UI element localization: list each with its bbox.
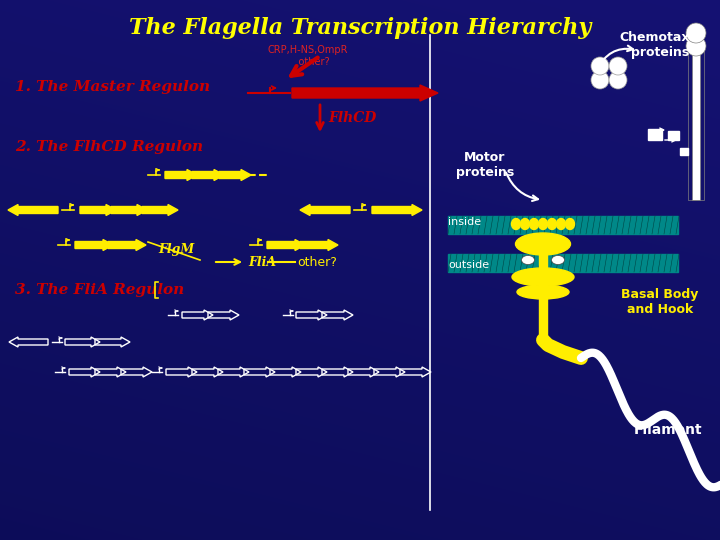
Bar (539, 248, 547, 340)
Ellipse shape (521, 255, 534, 265)
Text: Basal Body
and Hook: Basal Body and Hook (621, 288, 698, 316)
Text: CRP,H-NS,OmpR
    other?: CRP,H-NS,OmpR other? (268, 45, 348, 67)
Text: FliA: FliA (248, 255, 276, 268)
FancyArrow shape (219, 170, 251, 180)
Text: The Flagella Transcription Hierarchy: The Flagella Transcription Hierarchy (129, 17, 591, 39)
FancyArrow shape (292, 85, 438, 101)
Ellipse shape (511, 219, 521, 230)
FancyArrow shape (300, 240, 338, 251)
Text: Motor
proteins: Motor proteins (456, 151, 514, 179)
Text: Chemotaxis
proteins: Chemotaxis proteins (619, 31, 701, 59)
Bar (448, 216, 678, 234)
Ellipse shape (557, 219, 565, 230)
Bar (448, 254, 678, 272)
Text: 2. The FlhCD Regulon: 2. The FlhCD Regulon (15, 140, 203, 154)
Ellipse shape (529, 219, 539, 230)
Ellipse shape (521, 219, 529, 230)
Circle shape (686, 23, 706, 43)
Ellipse shape (552, 255, 564, 265)
Ellipse shape (512, 268, 574, 286)
Circle shape (609, 71, 627, 89)
Ellipse shape (517, 285, 569, 299)
FancyArrow shape (267, 240, 305, 251)
Bar (668, 131, 679, 140)
Text: inside: inside (448, 217, 481, 227)
Ellipse shape (516, 233, 570, 255)
Bar (692, 50, 700, 200)
Text: outside: outside (448, 260, 489, 270)
Bar (680, 148, 688, 155)
Circle shape (609, 57, 627, 75)
Text: Filament: Filament (634, 423, 702, 437)
FancyArrow shape (111, 205, 147, 215)
Ellipse shape (565, 219, 575, 230)
Text: 3. The FliA Regulon: 3. The FliA Regulon (15, 283, 184, 297)
FancyArrow shape (372, 205, 422, 215)
Bar (688, 50, 704, 200)
Ellipse shape (547, 219, 557, 230)
Text: FlgM: FlgM (158, 242, 194, 255)
Text: other?: other? (297, 255, 337, 268)
Text: 1. The Master Regulon: 1. The Master Regulon (15, 80, 210, 94)
FancyArrow shape (300, 205, 350, 215)
Text: FlhCD: FlhCD (328, 111, 377, 125)
FancyArrow shape (192, 170, 224, 180)
FancyArrow shape (8, 205, 58, 215)
Circle shape (686, 36, 706, 56)
FancyArrow shape (80, 205, 116, 215)
Ellipse shape (539, 219, 547, 230)
FancyArrow shape (75, 240, 113, 251)
Circle shape (591, 57, 609, 75)
Bar (648, 129, 662, 140)
FancyArrow shape (165, 170, 197, 180)
FancyArrow shape (142, 205, 178, 215)
Circle shape (591, 71, 609, 89)
FancyArrow shape (108, 240, 146, 251)
